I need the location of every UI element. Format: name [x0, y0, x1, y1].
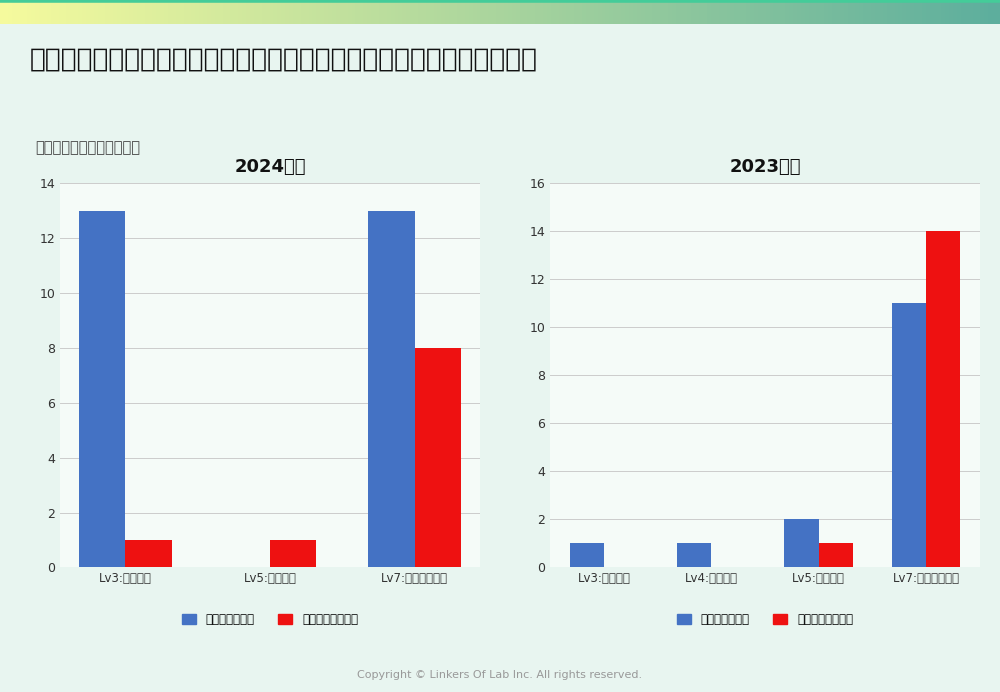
Bar: [892, 303, 926, 567]
Title: 2023年版: 2023年版: [729, 158, 801, 176]
Bar: [79, 211, 125, 567]
Legend: 水環境の可視化, 空気環境の可視化: 水環境の可視化, 空気環境の可視化: [177, 608, 363, 630]
Text: 最近では実験段階にある水環境汚染の可視化技術も多く登場している。: 最近では実験段階にある水環境汚染の可視化技術も多く登場している。: [30, 46, 538, 73]
Bar: [570, 543, 604, 567]
Bar: [784, 520, 819, 567]
Bar: [677, 543, 711, 567]
Bar: [368, 211, 415, 567]
Bar: [819, 543, 853, 567]
Text: 汚染可視化技術のリスト数: 汚染可視化技術のリスト数: [35, 140, 140, 155]
Bar: [415, 348, 461, 567]
Bar: [270, 540, 316, 567]
Bar: [125, 540, 172, 567]
Bar: [926, 231, 960, 567]
Title: 2024年版: 2024年版: [234, 158, 306, 176]
Text: Copyright © Linkers Of Lab Inc. All rights reserved.: Copyright © Linkers Of Lab Inc. All righ…: [357, 671, 643, 680]
Legend: 水環境の可視化, 空気環境の可視化: 水環境の可視化, 空気環境の可視化: [672, 608, 858, 630]
